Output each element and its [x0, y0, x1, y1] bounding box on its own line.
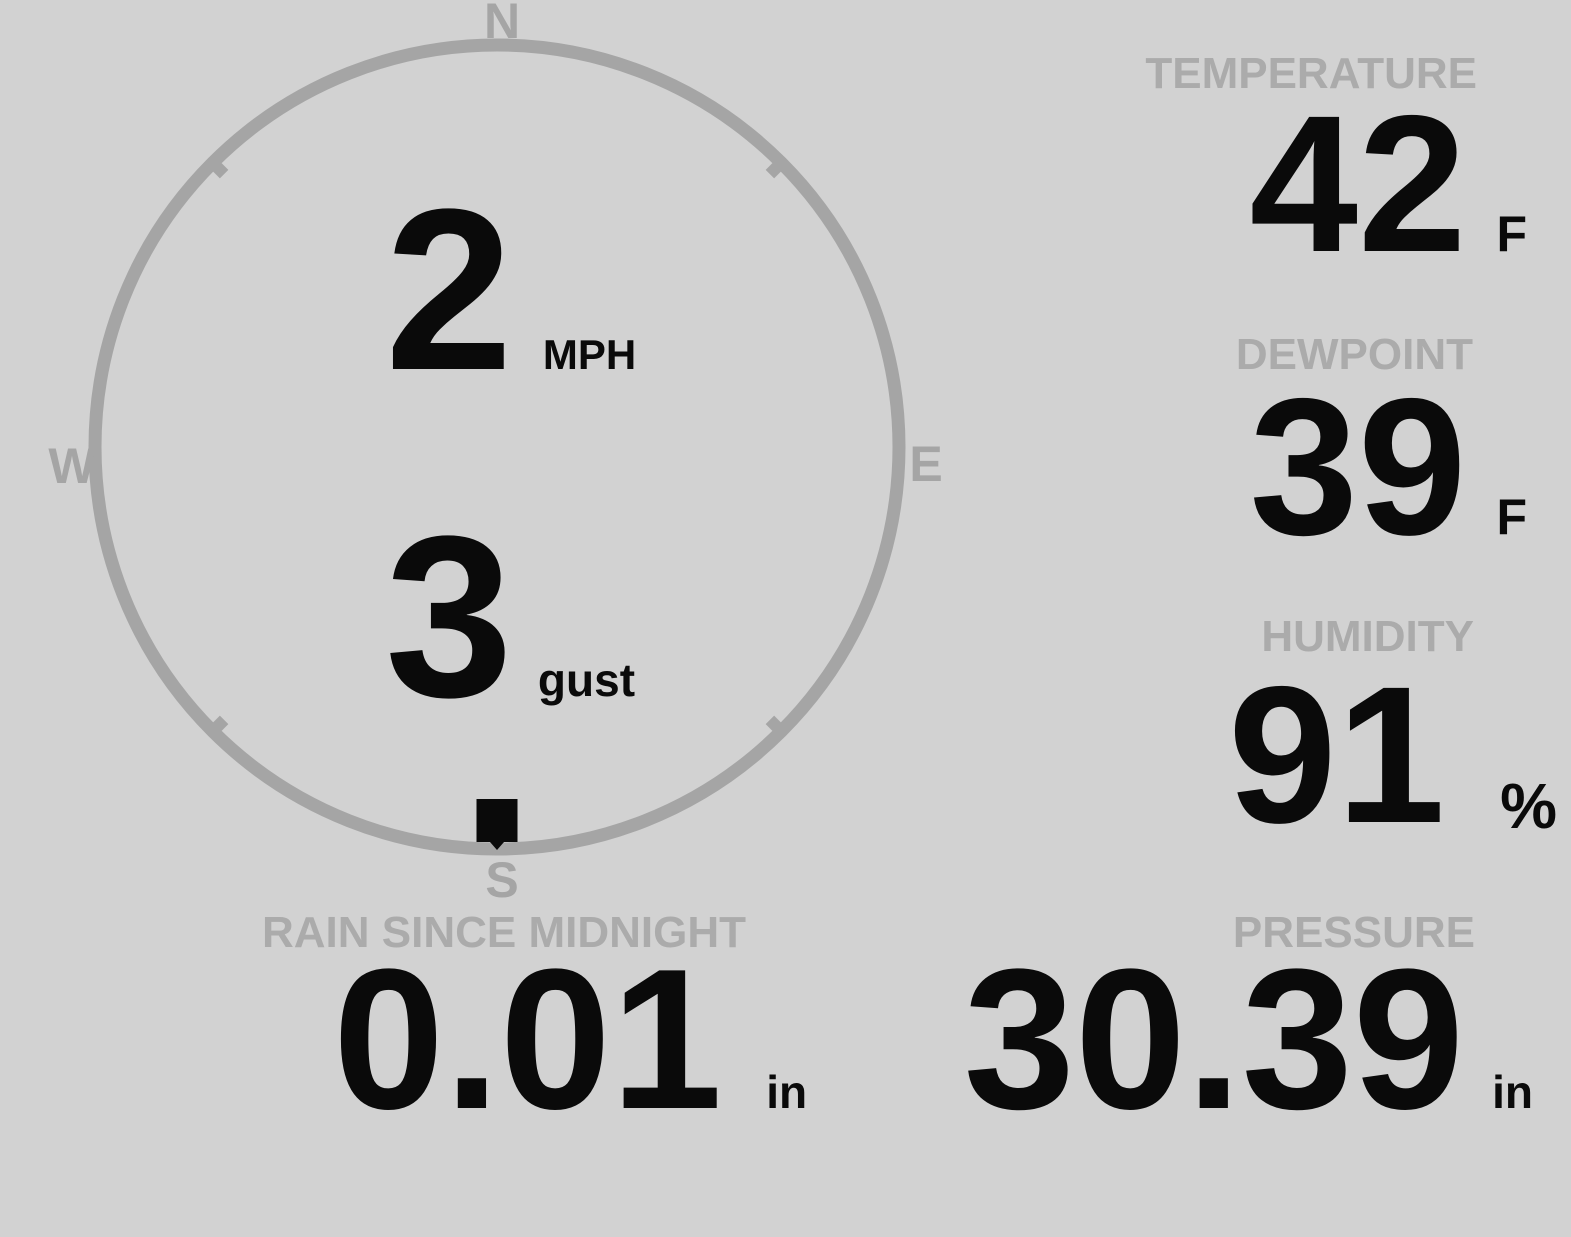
temperature-label: TEMPERATURE	[1145, 49, 1477, 98]
humidity-unit: %	[1500, 770, 1557, 842]
compass-south-label: S	[485, 852, 519, 908]
pressure-unit: in	[1492, 1066, 1533, 1118]
humidity-label: HUMIDITY	[1261, 612, 1474, 661]
pressure-label: PRESSURE	[1232, 908, 1475, 957]
dewpoint-value: 39	[1249, 358, 1467, 576]
dewpoint-unit: F	[1496, 489, 1527, 545]
rain-readout: 0.01 in	[333, 940, 807, 1140]
wind-direction-marker	[476, 799, 518, 850]
wind-gust-unit: gust	[537, 654, 636, 706]
humidity-value: 91	[1228, 646, 1446, 864]
temperature-unit: F	[1496, 206, 1527, 262]
pressure-readout: 30.39 in	[964, 940, 1533, 1140]
wind-speed-value: 2	[385, 161, 513, 418]
wind-speed-readout: 2 MPH	[385, 175, 636, 405]
wind-gust-value: 3	[385, 488, 513, 745]
temperature-value: 42	[1249, 75, 1467, 293]
temperature-readout: 42 F	[1250, 87, 1527, 282]
rain-unit: in	[766, 1066, 808, 1118]
compass-intercardinal-ticks	[205, 155, 789, 739]
compass-west-label: W	[48, 438, 96, 494]
wind-gust-readout: 3 gust	[385, 502, 635, 732]
pressure-value: 30.39	[963, 928, 1465, 1151]
wind-speed-unit: MPH	[542, 331, 637, 378]
rain-value: 0.01	[333, 928, 723, 1151]
dewpoint-label: DEWPOINT	[1235, 330, 1473, 379]
compass-north-label: N	[483, 0, 521, 49]
compass-dial	[88, 38, 906, 856]
compass-east-label: E	[909, 436, 943, 492]
rain-label: RAIN SINCE MIDNIGHT	[262, 908, 746, 957]
dewpoint-readout: 39 F	[1250, 370, 1527, 565]
humidity-readout: 91 %	[1228, 658, 1557, 853]
